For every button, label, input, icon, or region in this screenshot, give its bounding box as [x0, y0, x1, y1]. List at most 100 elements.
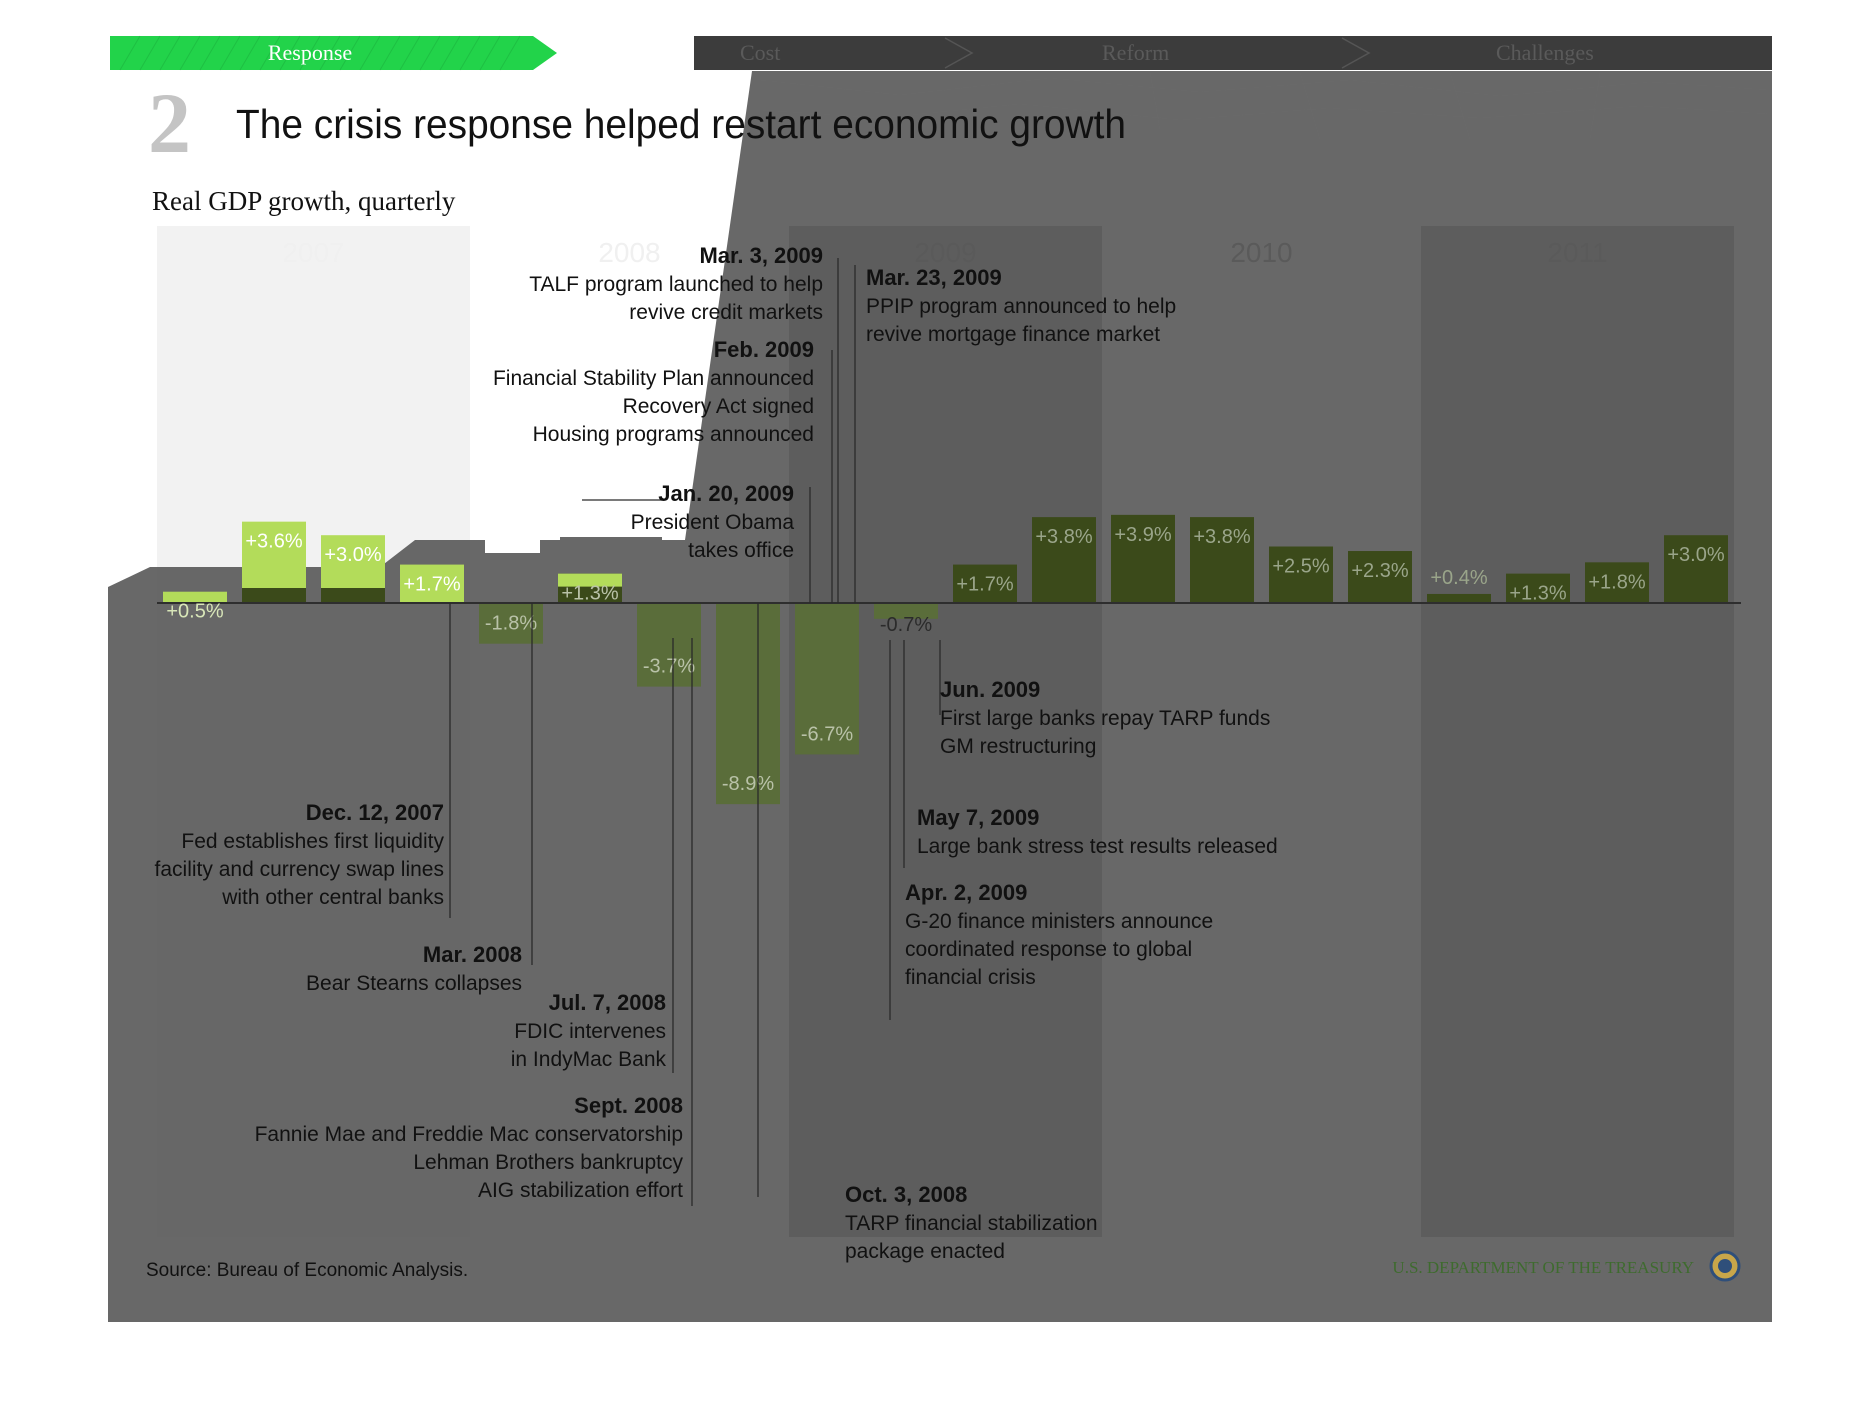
event-description: Financial Stability Plan announced: [493, 367, 814, 390]
treasury-seal-icon: [1709, 1250, 1741, 1282]
event-date: Jan. 20, 2009: [658, 481, 794, 506]
event-annotation: Mar. 23, 2009 PPIP program announced to h…: [866, 265, 1176, 346]
event-annotation: May 7, 2009 Large bank stress test result…: [917, 805, 1278, 858]
event-description: First large banks repay TARP funds: [940, 707, 1270, 730]
event-description: TARP financial stabilization: [845, 1212, 1098, 1235]
event-annotation: Oct. 3, 2008 TARP financial stabilization…: [845, 1182, 1098, 1263]
event-date: Jul. 7, 2008: [549, 990, 666, 1015]
gdp-bar: [1111, 514, 1175, 603]
event-description: President Obama: [631, 511, 795, 534]
event-description: FDIC intervenes: [514, 1020, 666, 1043]
year-label: 2008: [598, 237, 660, 268]
gdp-bars: [163, 514, 1728, 805]
event-annotation: Mar. 2008 Bear Stearns collapses: [306, 942, 522, 995]
year-label: 2007: [282, 237, 344, 268]
chart-subtitle: Real GDP growth, quarterly: [152, 186, 456, 216]
bar-value-label: +3.8%: [1193, 526, 1250, 548]
event-date: Dec. 12, 2007: [306, 800, 444, 825]
nav-separator-icon: [1341, 37, 1371, 69]
event-description: AIG stabilization effort: [478, 1179, 683, 1202]
event-description: revive mortgage finance market: [866, 323, 1160, 346]
gdp-bar: [1427, 593, 1491, 603]
event-description: financial crisis: [905, 966, 1036, 989]
bar-value-label: +0.4%: [1430, 567, 1487, 589]
event-description: takes office: [688, 539, 794, 562]
gdp-bar: [163, 591, 227, 603]
nav-strip: [694, 36, 1772, 70]
event-description: coordinated response to global: [905, 938, 1192, 961]
gdp-bar: [1585, 562, 1649, 603]
event-date: Feb. 2009: [714, 337, 814, 362]
bar-value-label: +1.7%: [956, 574, 1013, 596]
bar-value-label: -3.7%: [643, 656, 695, 678]
gdp-bar: [795, 603, 859, 755]
gdp-bar: [637, 603, 701, 687]
event-description: PPIP program announced to help: [866, 295, 1176, 318]
bar-value-label: +1.3%: [1509, 583, 1566, 605]
event-description: Large bank stress test results released: [917, 835, 1278, 858]
tab-cost[interactable]: Cost: [740, 40, 780, 65]
bar-value-label: -6.7%: [801, 723, 853, 745]
gdp-bar: [1348, 551, 1412, 603]
annotation-leaders: [449, 258, 941, 1206]
gdp-bar: [1032, 517, 1096, 603]
source-note: Source: Bureau of Economic Analysis.: [146, 1260, 468, 1281]
event-date: Mar. 23, 2009: [866, 265, 1002, 290]
gdp-bar: [1506, 573, 1570, 603]
event-description: revive credit markets: [629, 301, 823, 324]
gdp-bar: [953, 564, 1017, 603]
bar-value-label: +1.7%: [403, 574, 460, 596]
bar-value-label: +0.5%: [166, 601, 223, 623]
event-description: Bear Stearns collapses: [306, 972, 522, 995]
tab-cost-label: Cost: [740, 40, 780, 65]
tab-challenges-label: Challenges: [1496, 40, 1594, 65]
bar-value-label: -8.9%: [722, 773, 774, 795]
event-description: Lehman Brothers bankruptcy: [413, 1151, 683, 1174]
nav-separator-icon: [944, 37, 974, 69]
event-description: facility and currency swap lines: [155, 858, 444, 881]
event-date: Apr. 2, 2009: [905, 880, 1027, 905]
event-annotation: Jul. 7, 2008 FDIC intervenes in IndyMac Ba…: [511, 990, 667, 1071]
event-description: Recovery Act signed: [623, 395, 814, 418]
bar-value-label: +1.3%: [561, 583, 618, 605]
gdp-bar: [1664, 535, 1728, 603]
gdp-bar-highlight: [558, 573, 622, 587]
map-texture: [759, 71, 1771, 141]
tab-response-label: Response: [268, 40, 352, 65]
event-description: in IndyMac Bank: [511, 1048, 667, 1071]
event-annotation: Jan. 20, 2009 President Obama takes office: [631, 481, 795, 562]
agency-name: U.S. DEPARTMENT OF THE TREASURY: [1392, 1258, 1694, 1277]
bar-value-label: +1.8%: [1588, 571, 1645, 593]
event-description: Housing programs announced: [533, 423, 814, 446]
event-description: Fed establishes first liquidity: [181, 830, 444, 853]
bar-value-label: +3.6%: [245, 531, 302, 553]
event-annotation: Jun. 2009 First large banks repay TARP fu…: [940, 677, 1270, 758]
event-date: Sept. 2008: [574, 1093, 683, 1118]
tab-reform[interactable]: Reform: [1102, 40, 1169, 65]
bar-value-label: -1.8%: [485, 613, 537, 635]
bar-value-label: +3.8%: [1035, 526, 1092, 548]
event-description: TALF program launched to help: [529, 273, 823, 296]
event-annotations: Dec. 12, 2007 Fed establishes first liqui…: [155, 243, 1278, 1263]
event-date: Jun. 2009: [940, 677, 1040, 702]
bar-value-labels: +0.5% +3.6% +3.0% +1.7% -1.8% +1.3% -3.7% -8.9%…: [166, 524, 1724, 795]
event-date: Mar. 2008: [423, 942, 522, 967]
event-description: Fannie Mae and Freddie Mac conservatorsh…: [255, 1123, 683, 1146]
gdp-bar: [1269, 546, 1333, 603]
event-date: Oct. 3, 2008: [845, 1182, 967, 1207]
tab-response[interactable]: Response: [110, 35, 557, 71]
event-date: May 7, 2009: [917, 805, 1039, 830]
event-annotation: Feb. 2009 Financial Stability Plan announ…: [493, 337, 814, 446]
gdp-bar: [716, 603, 780, 805]
bar-value-label: +3.0%: [324, 544, 381, 566]
tab-challenges[interactable]: Challenges: [1496, 40, 1594, 65]
bar-value-label: +2.5%: [1272, 556, 1329, 578]
bar-value-label: -0.7%: [880, 614, 932, 636]
gdp-bar: [1190, 517, 1254, 603]
event-date: Mar. 3, 2009: [699, 243, 823, 268]
bar-value-label: +3.9%: [1114, 524, 1171, 546]
event-description: G-20 finance ministers announce: [905, 910, 1213, 933]
gdp-bar-shadow: [242, 588, 306, 603]
gdp-bar-shadow: [321, 588, 385, 603]
